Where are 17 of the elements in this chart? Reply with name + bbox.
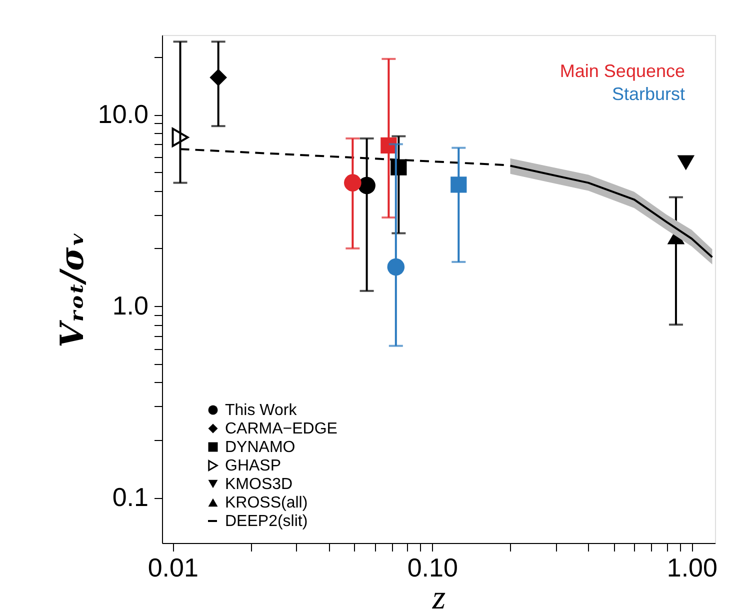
- y-tick-label: 0.1: [112, 482, 148, 512]
- x-tick-label: 0.10: [407, 552, 458, 582]
- legend-label: KROSS(all): [225, 494, 308, 512]
- text: Starburst: [612, 84, 685, 104]
- legend-label: DEEP2(slit): [225, 513, 308, 530]
- legend-label: CARMA−EDGE: [225, 420, 338, 438]
- y-tick-label: 10.0: [98, 99, 148, 130]
- legend-label: This Work: [225, 402, 298, 419]
- legend-label: GHASP: [225, 458, 282, 474]
- x-axis-title: z: [431, 580, 446, 614]
- x-tick-label: 0.01: [148, 552, 198, 582]
- text: Main Sequence: [560, 61, 685, 81]
- legend-label: KMOS3D: [225, 476, 293, 493]
- x-tick-label: 1.00: [666, 552, 718, 582]
- legend-label: DYNAMO: [225, 439, 296, 456]
- y-axis-title: Vᵣₒₜ/σᵥ: [52, 232, 91, 348]
- y-tick-label: 1.0: [112, 290, 148, 321]
